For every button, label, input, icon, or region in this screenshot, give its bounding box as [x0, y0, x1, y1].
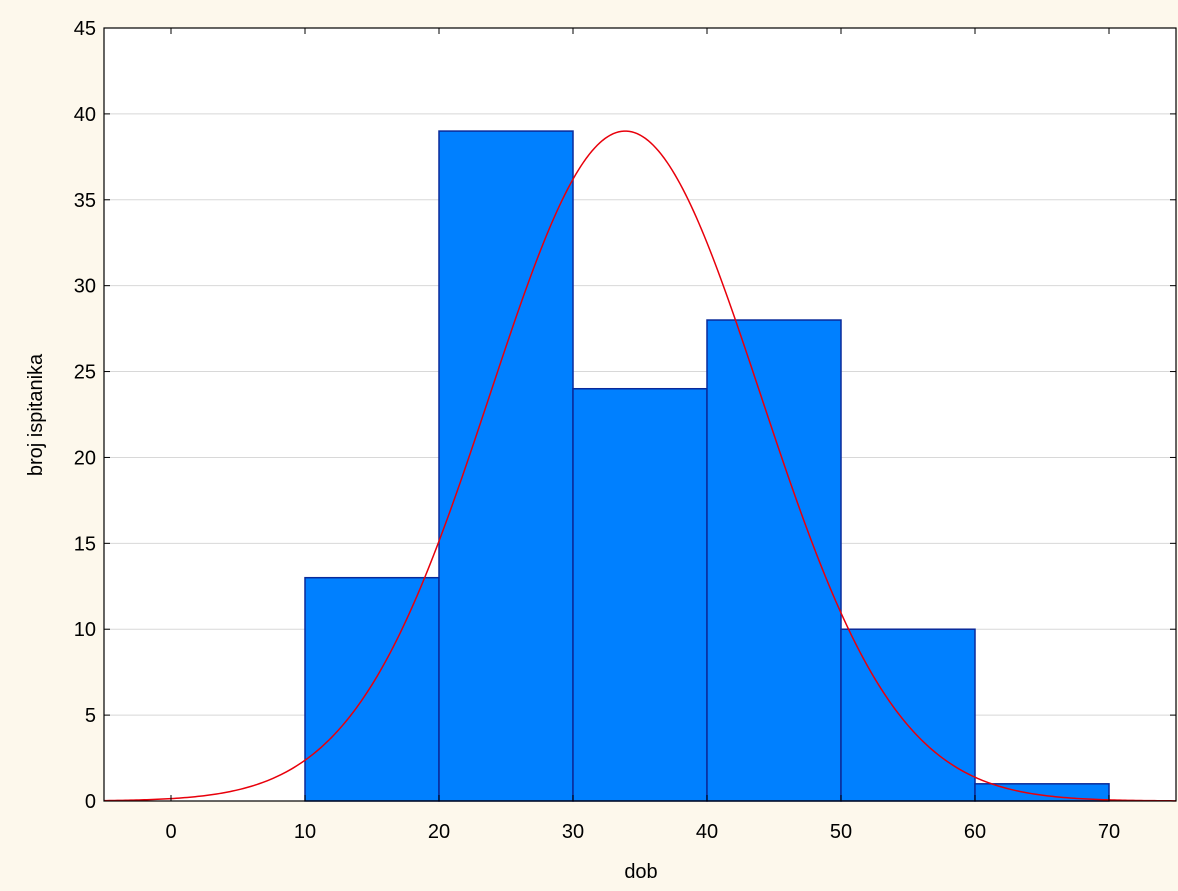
y-tick-label: 30	[74, 276, 96, 298]
histogram-bar-40-50	[706, 319, 842, 802]
x-tick-label: 30	[562, 821, 584, 843]
axis-ticks	[104, 27, 1176, 802]
y-tick-label: 10	[74, 619, 96, 641]
x-tick-label: 40	[696, 821, 718, 843]
plot-frame	[103, 27, 1177, 802]
x-axis-title: dob	[624, 861, 657, 883]
histogram-bars	[304, 130, 1110, 802]
normal-curve	[103, 130, 1177, 802]
y-tick-label: 0	[85, 791, 96, 813]
y-tick-label: 45	[74, 18, 96, 40]
x-tick-label: 10	[294, 821, 316, 843]
x-tick-labels: 0 10 20 30 40 50 60 70	[165, 821, 1120, 843]
y-tick-label: 15	[74, 533, 96, 555]
y-tick-labels: 0 5 10 15 20 25 30 35 40 45	[74, 18, 96, 813]
y-tick-label: 5	[85, 705, 96, 727]
histogram-bar-30-40	[572, 387, 708, 802]
y-tick-label: 20	[74, 447, 96, 469]
y-tick-label: 25	[74, 362, 96, 384]
x-tick-label: 70	[1098, 821, 1120, 843]
histogram-bar-20-30	[438, 130, 574, 802]
y-tick-label: 35	[74, 190, 96, 212]
histogram-bar-10-20	[304, 576, 440, 802]
x-tick-label: 50	[830, 821, 852, 843]
x-tick-label: 60	[964, 821, 986, 843]
y-axis-title: broj ispitanika	[25, 353, 47, 476]
y-tick-label: 40	[74, 104, 96, 126]
x-tick-label: 0	[165, 821, 176, 843]
x-tick-label: 20	[428, 821, 450, 843]
